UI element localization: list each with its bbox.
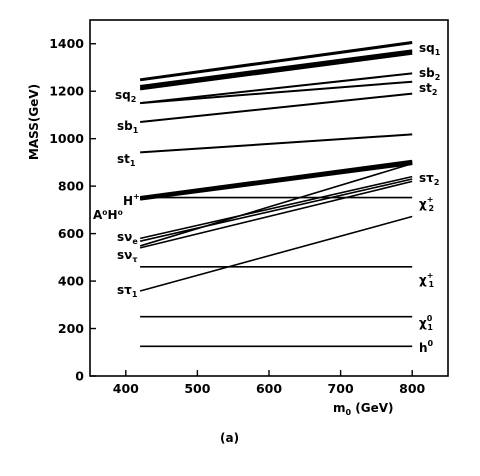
label-sq1: sq1 [419,41,441,57]
label-stau2: sτ2 [419,171,439,187]
series-line [139,180,413,249]
label-st2: st2 [419,81,437,97]
x-tick-label: 800 [399,381,425,396]
x-tick-label: 400 [113,381,139,396]
y-tick-label: 600 [58,226,84,241]
label-h0: h0 [419,339,434,355]
label-sb2: sb2 [419,66,440,82]
x-tick-label: 700 [328,381,354,396]
series-line [139,175,413,240]
series-line [139,49,413,88]
label-a0h0: A⁰H⁰ [93,208,123,222]
x-axis-title-sub: 0 [346,408,352,417]
x-axis-title: m0 (GeV) [333,401,394,417]
series-line [140,133,413,154]
label-hpm: H+ [123,192,140,208]
series-line [140,80,413,105]
y-tick-label: 800 [58,179,84,194]
series-line [140,72,413,105]
y-axis-title: MASS(GeV) [27,84,41,160]
y-tick-label: 400 [58,274,84,289]
curve-labels: sq1 sq2 sb2 st2 sb1 st1 sτ2 χ+ 2 H+ A⁰H⁰ … [93,41,441,355]
x-tick-label: 500 [184,381,210,396]
label-chargino1: χ+ 1 [419,271,434,289]
series-line [139,178,413,242]
y-tick-label: 1200 [49,84,84,99]
y-tick-label: 200 [58,321,84,336]
series-line [139,162,413,247]
label-st1: st1 [117,152,136,168]
label-svnu-e: sνe [117,230,138,246]
label-neutralino1: χ0 1 [419,314,433,332]
label-sb1: sb1 [117,119,139,135]
x-axis-title-unit: (GeV) [351,401,393,415]
label-chargino2: χ+ 2 [419,195,434,213]
y-tick-label: 0 [75,369,84,384]
y-tick-label: 1400 [49,36,84,51]
series-line [139,41,413,82]
series-line [139,215,413,292]
label-stau1: sτ1 [117,283,138,299]
series-line [140,92,413,124]
y-tick-label: 1000 [49,131,84,146]
label-svnu-tau: sντ [117,248,137,264]
series-line [139,162,413,201]
x-tick-label: 600 [256,381,282,396]
label-sq2: sq2 [115,88,136,104]
x-axis-title-main: m [333,401,346,415]
panel-caption: (a) [220,431,239,445]
tick-group: 400 500 600 700 800 0 200 400 600 800 1000 1200 1400 [49,36,425,396]
series-group [139,41,413,348]
series-line [139,51,413,91]
